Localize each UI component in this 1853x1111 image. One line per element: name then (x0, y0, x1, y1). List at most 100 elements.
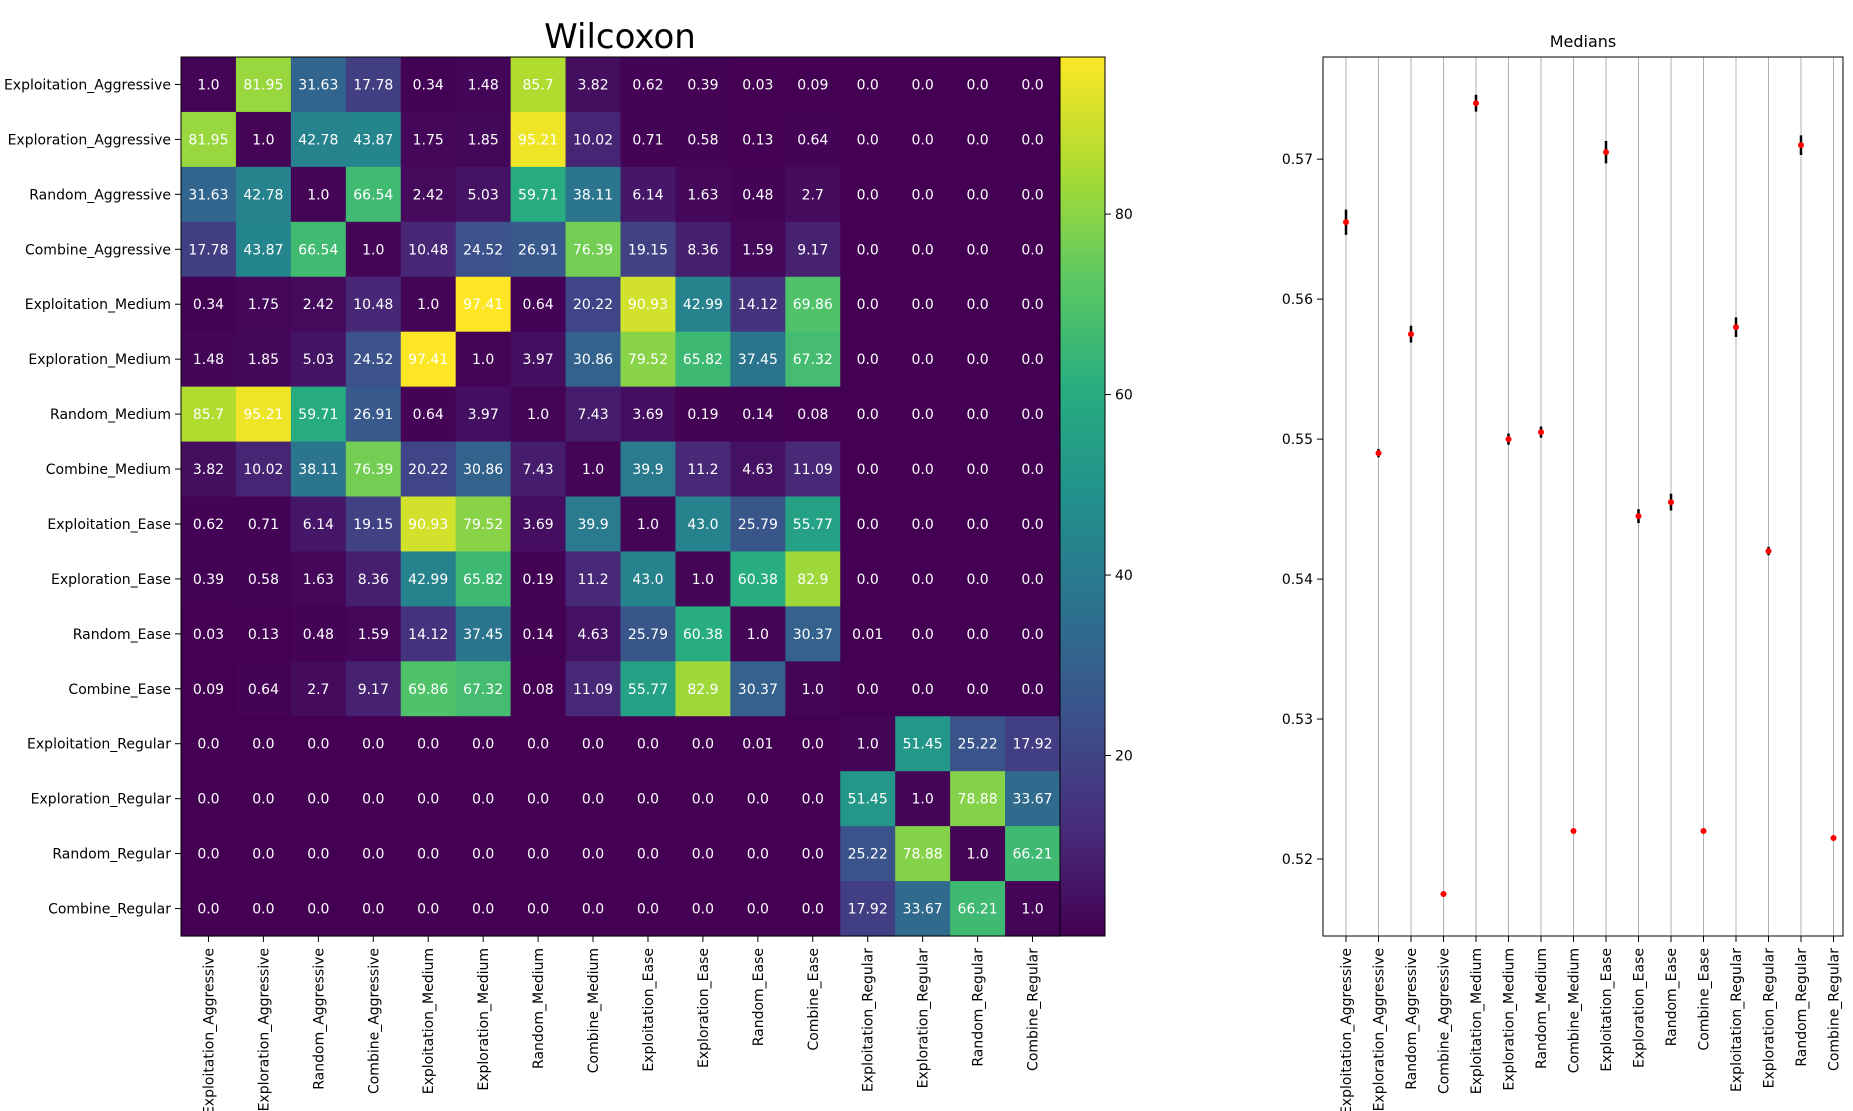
heatmap-cell (620, 166, 677, 223)
heatmap-cell-label: 0.0 (857, 407, 879, 423)
heatmap-cell-label: 0.0 (966, 572, 988, 588)
heatmap-x-tick-label: Exploration_Ease (696, 948, 712, 1068)
medians-x-tick-label: Exploitation_Aggressive (1339, 948, 1355, 1111)
heatmap-cell (895, 881, 951, 937)
heatmap-cell (181, 331, 237, 388)
heatmap-cell-label: 1.0 (692, 572, 714, 588)
heatmap-cell (181, 771, 237, 827)
heatmap-cell (345, 551, 402, 607)
heatmap-cell-label: 25.22 (958, 737, 998, 753)
medians-x-tick-label: Combine_Regular (1827, 948, 1843, 1071)
heatmap-cell-label: 31.63 (298, 77, 338, 93)
heatmap-cell-label: 0.0 (1021, 627, 1043, 643)
medians-y-tick-label: 0.52 (1282, 852, 1313, 868)
heatmap-x-tick-label: Exploration_Aggressive (256, 948, 272, 1111)
heatmap-cell (345, 276, 402, 333)
heatmap-cell (290, 276, 347, 333)
colorbar-tick-label: 80 (1115, 207, 1133, 223)
heatmap-cell (675, 771, 731, 827)
heatmap-cell (895, 386, 951, 443)
heatmap-cell (1005, 441, 1061, 498)
heatmap-cell-label: 95.21 (243, 407, 283, 423)
heatmap-cell (455, 386, 512, 443)
heatmap-cell-label: 0.0 (252, 792, 274, 808)
heatmap-cell (290, 661, 347, 717)
heatmap-cell-label: 9.17 (797, 242, 828, 258)
heatmap-cell (785, 111, 841, 168)
heatmap-cell (730, 551, 786, 607)
heatmap-y-tick-label: Exploration_Ease (51, 572, 171, 588)
heatmap-cell-label: 0.0 (417, 847, 439, 863)
heatmap-cell-label: 0.34 (193, 297, 224, 313)
heatmap-cell-label: 0.0 (857, 242, 879, 258)
heatmap-cell (510, 496, 567, 553)
heatmap-cell (675, 331, 731, 388)
heatmap-cell-label: 42.99 (408, 572, 448, 588)
median-point (1798, 142, 1804, 149)
heatmap-cell-label: 1.0 (252, 132, 274, 148)
heatmap-cell (840, 441, 896, 498)
heatmap-cell (235, 606, 292, 662)
heatmap-cell (840, 826, 896, 882)
heatmap-cell-label: 26.91 (518, 242, 558, 258)
heatmap-cell (1005, 57, 1061, 113)
heatmap-cell-label: 90.93 (408, 517, 448, 533)
heatmap-y-tick-label: Exploitation_Regular (27, 737, 171, 753)
heatmap-cell (895, 166, 951, 223)
heatmap-cell (235, 386, 292, 443)
heatmap-cell-label: 0.34 (413, 77, 444, 93)
heatmap-cell-label: 43.87 (243, 242, 283, 258)
heatmap-cell-label: 38.11 (573, 187, 613, 203)
medians-x-tick-label: Random_Medium (1534, 948, 1550, 1069)
heatmap-cell (400, 661, 457, 717)
median-point (1343, 219, 1349, 226)
heatmap-cell-label: 78.88 (958, 792, 998, 808)
heatmap-cell-label: 43.87 (353, 132, 393, 148)
heatmap-cell-label: 25.79 (628, 627, 668, 643)
heatmap-cell-label: 39.9 (577, 517, 608, 533)
heatmap-cell-label: 11.09 (573, 682, 613, 698)
heatmap-cell (950, 551, 1006, 607)
heatmap-cell-label: 0.0 (1021, 297, 1043, 313)
heatmap-cell (510, 606, 567, 662)
median-point (1700, 828, 1707, 835)
heatmap-cell (181, 661, 237, 717)
heatmap-cell-label: 0.0 (1021, 682, 1043, 698)
heatmap-cell-label: 0.0 (1021, 132, 1043, 148)
heatmap-cell (895, 606, 951, 662)
heatmap-cell-label: 1.48 (468, 77, 499, 93)
heatmap-cell (400, 221, 457, 278)
heatmap-cell (950, 221, 1006, 278)
heatmap-cell (235, 716, 292, 772)
heatmap-y-tick-label: Random_Aggressive (29, 187, 171, 203)
heatmap-cell-label: 0.0 (197, 902, 219, 918)
heatmap-cell (455, 331, 512, 388)
heatmap-cell (620, 221, 677, 278)
heatmap-cell-label: 0.14 (742, 407, 773, 423)
heatmap-cell (345, 881, 402, 937)
heatmap-cell-label: 0.0 (637, 792, 659, 808)
heatmap-cell-label: 0.0 (417, 902, 439, 918)
heatmap-cell-label: 1.0 (966, 847, 988, 863)
heatmap-cell (455, 441, 512, 498)
heatmap-cell (950, 331, 1006, 388)
heatmap-cell-label: 19.15 (353, 517, 393, 533)
heatmap-cell-label: 0.09 (797, 77, 828, 93)
heatmap-cell (345, 441, 402, 498)
heatmap-cell-label: 1.75 (248, 297, 279, 313)
heatmap-cell (730, 771, 786, 827)
heatmap-cell-label: 97.41 (408, 352, 448, 368)
heatmap-cell-label: 0.39 (687, 77, 718, 93)
heatmap-cell (785, 221, 841, 278)
median-point (1538, 429, 1544, 436)
heatmap-cell (895, 496, 951, 553)
heatmap-cell-label: 1.48 (193, 352, 224, 368)
heatmap-cell (620, 331, 677, 388)
medians-y-tick-label: 0.55 (1282, 432, 1313, 448)
heatmap-y-tick-label: Combine_Medium (46, 462, 171, 478)
heatmap-cell-label: 0.0 (1021, 187, 1043, 203)
heatmap-cell-label: 59.71 (298, 407, 338, 423)
heatmap-cell (345, 496, 402, 553)
heatmap-cell-label: 43.0 (632, 572, 663, 588)
heatmap-cell (840, 386, 896, 443)
